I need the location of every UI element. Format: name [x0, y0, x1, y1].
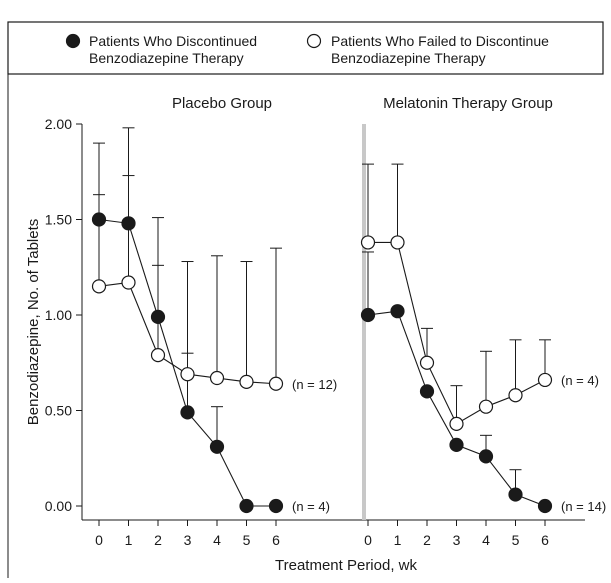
x-tick-label: 2 [154, 532, 162, 548]
x-tick-label: 3 [184, 532, 192, 548]
y-ticks: 0.00 0.50 1.00 1.50 2.00 [45, 116, 82, 514]
data-point-discontinued [508, 487, 523, 502]
x-tick-label: 2 [423, 532, 431, 548]
y-tick-label: 0.50 [45, 403, 72, 419]
data-point-failed [508, 388, 523, 403]
data-point-discontinued [150, 309, 166, 325]
x-tick-label: 4 [213, 532, 221, 548]
x-ticks: 0 1 2 3 4 5 6 0 1 2 3 4 5 6 [95, 520, 549, 548]
data-point-discontinued [478, 449, 494, 464]
y-tick-label: 1.50 [45, 212, 72, 228]
n-label: (n = 14) [561, 499, 606, 514]
data-point-failed [239, 374, 254, 389]
data-point-failed [537, 372, 553, 388]
x-tick-label: 3 [453, 532, 461, 548]
x-tick-label: 0 [95, 532, 103, 548]
data-point-discontinued [180, 405, 195, 420]
panel-title-melatonin: Melatonin Therapy Group [383, 95, 553, 112]
data-point-discontinued [360, 307, 376, 323]
data-point-failed [209, 370, 225, 386]
data-point-discontinued [449, 437, 464, 452]
data-point-failed [121, 275, 136, 290]
x-tick-label: 1 [125, 532, 133, 548]
n-label: (n = 4) [561, 373, 599, 388]
n-label: (n = 12) [292, 377, 337, 392]
axes [81, 124, 585, 521]
x-tick-label: 1 [394, 532, 402, 548]
y-axis-label: Benzodiazepine, No. of Tablets [25, 219, 42, 426]
data-point-discontinued [390, 304, 405, 319]
legend-box [7, 21, 604, 75]
data-point-failed [150, 348, 166, 363]
x-tick-label: 6 [272, 532, 280, 548]
y-tick-label: 0.00 [45, 498, 72, 514]
data-point-failed [449, 416, 464, 431]
data-point-discontinued [239, 498, 254, 514]
x-axis-label: Treatment Period, wk [275, 557, 417, 574]
data-point-discontinued [209, 439, 225, 454]
plot-area: (n = 12) (n = 4) (n = 4) (n = 14) [91, 127, 606, 514]
legend-marker-discontinued [65, 33, 81, 49]
data-point-failed [478, 399, 494, 414]
data-point-discontinued [537, 498, 553, 514]
legend-label-discontinued-line1: Patients Who Discontinued [89, 33, 257, 49]
x-tick-label: 5 [512, 532, 520, 548]
x-tick-label: 6 [541, 532, 549, 548]
legend-label-failed-line2: Benzodiazepine Therapy [331, 50, 486, 66]
legend-label-discontinued-line2: Benzodiazepine Therapy [89, 50, 244, 66]
data-point-discontinued [91, 212, 107, 227]
panel-title-placebo: Placebo Group [172, 95, 272, 112]
x-tick-label: 0 [364, 532, 372, 548]
y-tick-label: 2.00 [45, 116, 72, 132]
x-tick-label: 4 [482, 532, 490, 548]
legend-label-failed-line1: Patients Who Failed to Discontinue [331, 33, 549, 49]
data-point-failed [419, 355, 435, 370]
data-point-failed [268, 376, 284, 391]
data-point-failed [91, 279, 107, 294]
data-point-discontinued [419, 384, 435, 399]
data-point-failed [180, 367, 195, 382]
n-label: (n = 4) [292, 499, 330, 514]
data-point-discontinued [121, 216, 136, 231]
y-tick-label: 1.00 [45, 307, 72, 323]
x-tick-label: 5 [243, 532, 251, 548]
data-point-failed [360, 235, 376, 250]
legend: Patients Who Discontinued Benzodiazepine… [7, 21, 604, 75]
data-point-failed [390, 235, 405, 250]
data-point-discontinued [268, 498, 284, 514]
legend-marker-failed [306, 33, 322, 49]
